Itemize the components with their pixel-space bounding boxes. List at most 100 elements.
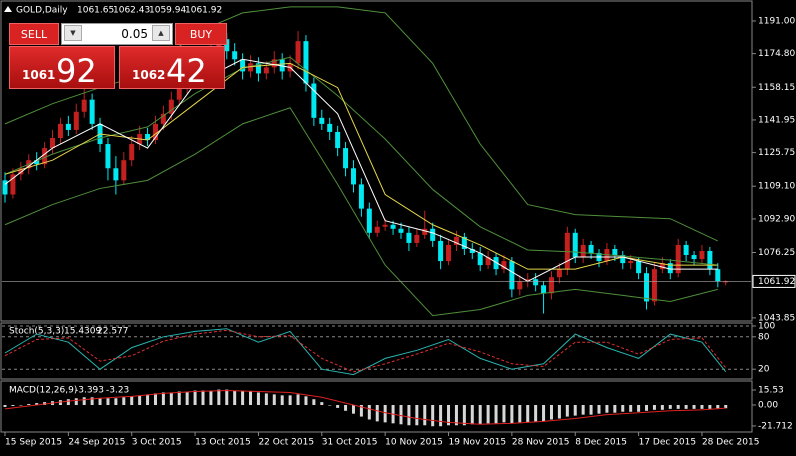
histogram-bar <box>684 405 688 409</box>
histogram-bar <box>423 405 427 426</box>
y-tick-label: 15.53 <box>758 386 784 396</box>
x-tick-label: 3 Oct 2015 <box>132 438 182 448</box>
histogram-bar <box>526 405 530 423</box>
candle-body <box>335 131 341 149</box>
ask-pips: 42 <box>166 52 207 90</box>
histogram-bar <box>296 394 300 406</box>
histogram-bar <box>3 405 7 407</box>
candle-body <box>160 113 166 124</box>
histogram-bar <box>114 398 118 406</box>
candle-body <box>311 83 317 118</box>
histogram-bar <box>645 405 649 411</box>
histogram-bar <box>122 397 126 406</box>
candle-body <box>659 263 665 270</box>
histogram-bar <box>193 390 197 406</box>
candle-body <box>295 41 301 64</box>
volume-down[interactable]: ▼ <box>64 25 82 41</box>
histogram-bar <box>478 405 482 425</box>
histogram-bar <box>280 395 284 406</box>
histogram-bar <box>486 405 490 424</box>
bid-price[interactable]: 1061 92 <box>9 46 115 90</box>
histogram-bar <box>146 394 150 406</box>
histogram-bar <box>359 405 363 417</box>
candle-body <box>113 168 119 181</box>
histogram-bar <box>415 405 419 426</box>
histogram-bar <box>565 405 569 417</box>
buy-button[interactable]: BUY <box>175 23 227 45</box>
histogram-bar <box>573 405 577 416</box>
histogram-bar <box>431 405 435 427</box>
indicator-line <box>4 107 718 317</box>
candle-body <box>406 232 412 243</box>
histogram-bar <box>320 402 324 406</box>
candle-body <box>501 261 507 270</box>
candle-body <box>358 184 364 209</box>
candle-body <box>541 285 547 294</box>
histogram-bar <box>629 405 633 412</box>
one-click-trading-panel: SELL 0.05 ▼ ▲ BUY 1061 92 1062 42 <box>9 23 227 90</box>
y-tick-label: 20 <box>758 365 770 375</box>
candle-body <box>588 244 594 254</box>
sell-button[interactable]: SELL <box>9 23 59 45</box>
stoch-main-value: 15.4309 <box>64 327 101 337</box>
histogram-bar <box>676 405 680 409</box>
histogram-bar <box>510 405 514 424</box>
candle-body <box>461 236 467 249</box>
current-price-label: 1061.92 <box>758 277 795 287</box>
histogram-bar <box>605 405 609 413</box>
histogram-bar <box>470 405 474 425</box>
x-tick-label: 24 Sep 2015 <box>68 438 125 448</box>
volume-input[interactable]: 0.05 <box>61 23 173 45</box>
histogram-bar <box>177 391 181 406</box>
histogram-bar <box>462 405 466 426</box>
histogram-bar <box>589 405 593 415</box>
histogram-bar <box>106 398 110 406</box>
y-tick-label: 100 <box>758 322 775 332</box>
collapse-icon[interactable] <box>4 6 12 12</box>
histogram-bar <box>336 405 340 408</box>
y-tick-label: 1141.95 <box>758 115 795 125</box>
histogram-bar <box>185 391 189 406</box>
histogram-bar <box>518 405 522 423</box>
candle-body <box>422 228 428 235</box>
candle-body <box>620 255 626 264</box>
histogram-bar <box>367 405 371 420</box>
candle-body <box>263 67 269 74</box>
histogram-bar <box>399 405 403 425</box>
candle-body <box>319 117 325 124</box>
histogram-bar <box>312 399 316 406</box>
histogram-bar <box>724 405 728 409</box>
histogram-bar <box>597 405 601 414</box>
histogram-bar <box>19 405 23 406</box>
indicator-line <box>4 328 727 376</box>
histogram-bar <box>225 389 229 406</box>
histogram-bar <box>241 390 245 406</box>
histogram-bar <box>407 405 411 426</box>
histogram-bar <box>454 405 458 426</box>
histogram-bar <box>447 405 451 426</box>
histogram-bar <box>383 405 387 423</box>
histogram-bar <box>130 396 134 406</box>
histogram-bar <box>35 403 39 406</box>
ask-price[interactable]: 1062 42 <box>119 46 225 90</box>
volume-up[interactable]: ▲ <box>152 25 170 41</box>
histogram-bar <box>74 398 78 406</box>
histogram-bar <box>660 405 664 410</box>
candle-body <box>675 244 681 274</box>
macd-signal-value: -3.23 <box>106 386 129 396</box>
candle-body <box>10 174 16 195</box>
histogram-bar <box>153 393 157 406</box>
histogram-bar <box>249 391 253 406</box>
x-tick-label: 28 Dec 2015 <box>702 438 760 448</box>
x-tick-label: 31 Oct 2015 <box>322 438 378 448</box>
current-price-box <box>752 274 796 288</box>
candle-body <box>628 261 634 264</box>
histogram-bar <box>549 405 553 420</box>
histogram-bar <box>494 405 498 424</box>
candle-body <box>430 228 436 241</box>
candle-body <box>73 111 79 130</box>
candle-body <box>517 281 523 290</box>
low-value: 1059.94 <box>149 6 186 16</box>
x-tick-label: 17 Dec 2015 <box>639 438 697 448</box>
candle-body <box>390 224 396 229</box>
